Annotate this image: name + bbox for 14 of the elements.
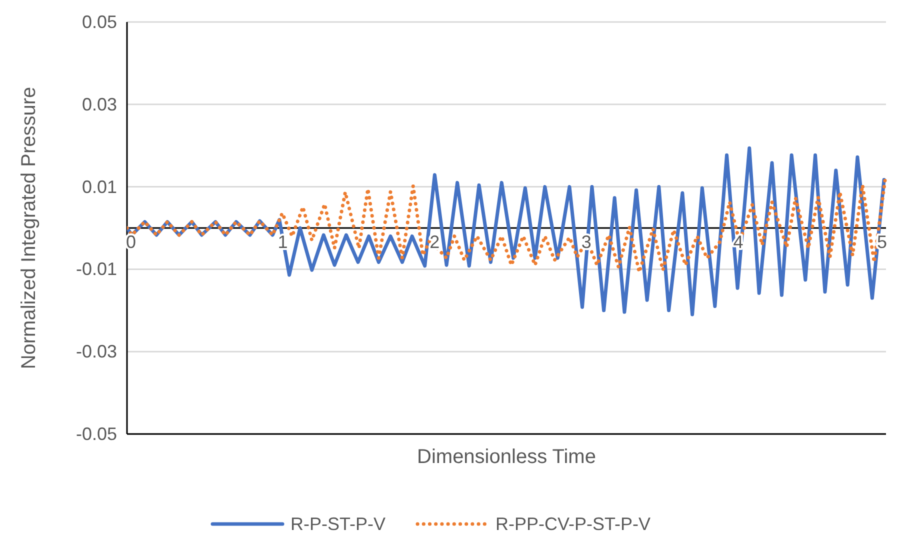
x-tick-label: 3 <box>581 232 592 252</box>
y-axis-title: Normalized Integrated Pressure <box>18 86 40 370</box>
x-axis-title: Dimensionless Time <box>417 446 596 468</box>
y-tick-label: -0.05 <box>76 424 117 444</box>
y-tick-label: 0.05 <box>82 12 117 32</box>
legend-label: R-P-ST-P-V <box>290 514 386 534</box>
y-tick-label: -0.03 <box>76 342 117 362</box>
line-series <box>127 178 887 274</box>
y-tick-label: -0.01 <box>76 259 117 280</box>
x-tick-label: 4 <box>733 232 744 252</box>
line-series <box>127 146 886 316</box>
y-tick-label: 0.01 <box>82 176 117 197</box>
legend-label: R-PP-CV-P-ST-P-V <box>496 514 651 534</box>
y-tick-label: 0.03 <box>82 94 117 114</box>
